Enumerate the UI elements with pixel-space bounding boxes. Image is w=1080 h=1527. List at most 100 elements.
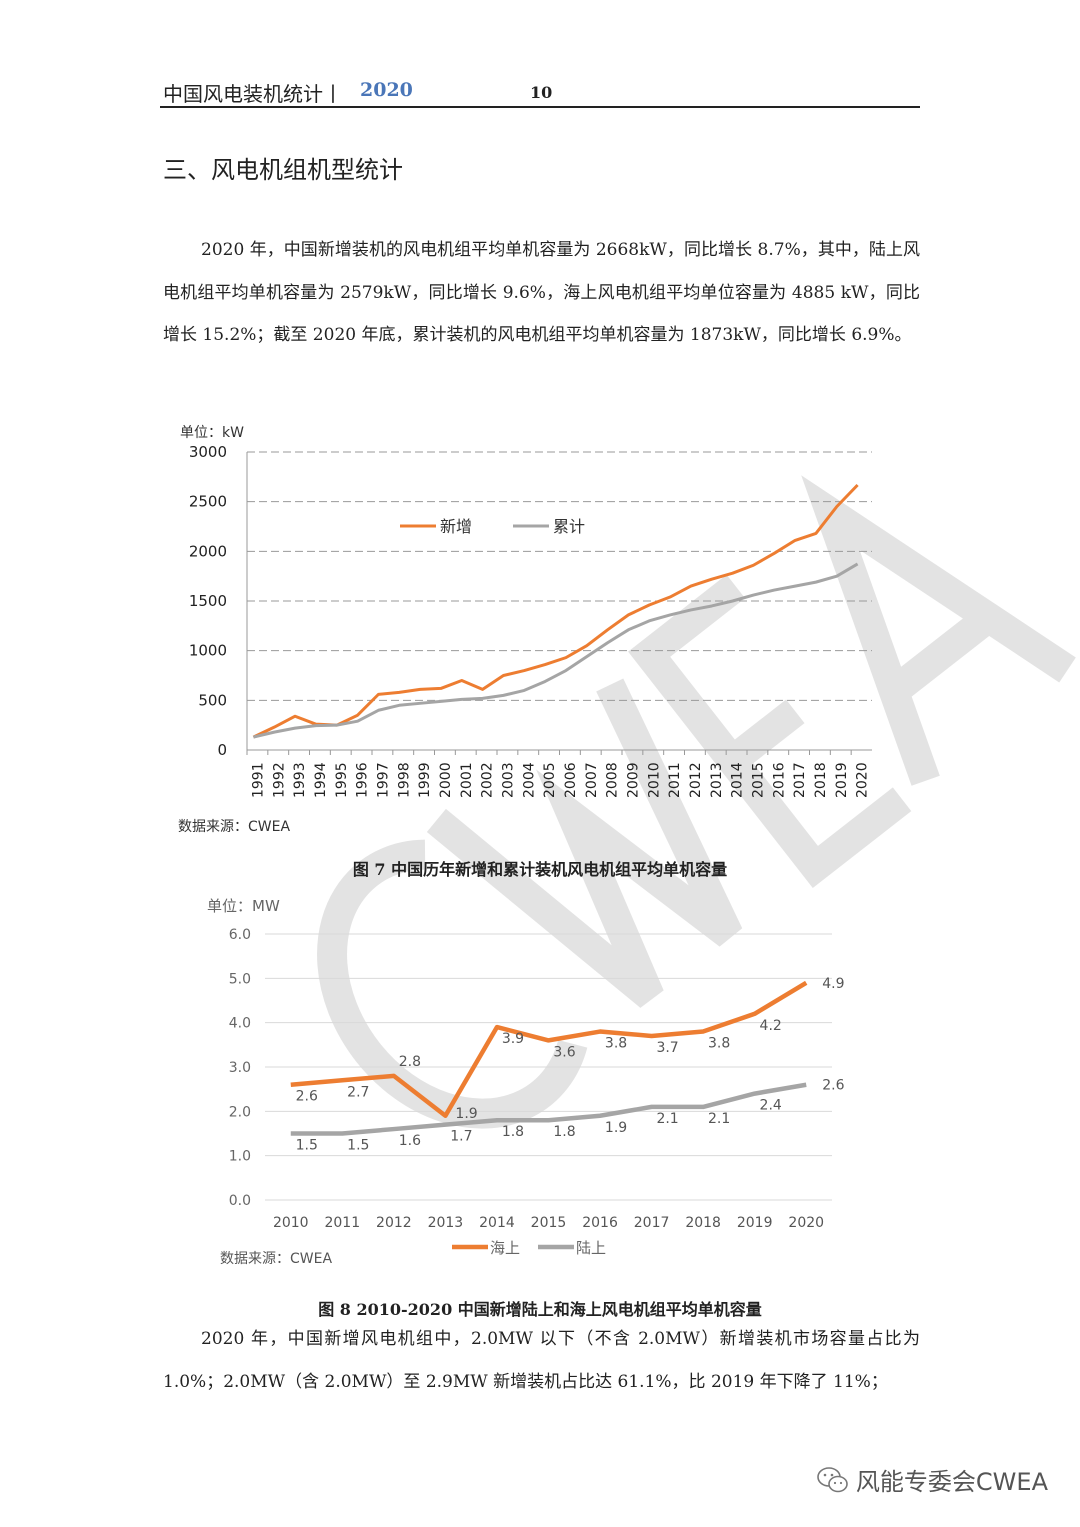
data-label: 4.9: [822, 976, 844, 992]
chart-capacity-history: 0 500 1000 1500 2000 2500 3000 1991 1992 1993 1994…: [189, 443, 872, 798]
x-tick-label: 2003: [500, 762, 516, 798]
data-label: 3.7: [656, 1040, 678, 1056]
data-label: 2.1: [656, 1111, 678, 1127]
data-label: 1.5: [296, 1138, 318, 1154]
y-tick-label: 500: [198, 691, 227, 709]
x-tick-label: 2007: [584, 762, 600, 798]
x-tick-label: 1991: [250, 762, 266, 798]
header-title: 中国风电装机统计丨: [163, 82, 343, 106]
figure-7-caption: 图 7 中国历年新增和累计装机风电机组平均单机容量: [352, 860, 728, 879]
footer-account: 风能专委会CWEA: [816, 1462, 1048, 1497]
x-tick-label: 2020: [855, 762, 871, 798]
y-tick-label: 0: [217, 741, 227, 759]
x-tick-label: 1996: [355, 762, 371, 798]
data-label: 1.8: [502, 1124, 524, 1140]
x-tick-label: 1992: [271, 762, 287, 798]
x-tick-label: 1995: [334, 762, 350, 798]
series-line-cumulative: [253, 562, 859, 739]
y-tick-label: 2000: [189, 542, 227, 560]
data-label: 2.1: [708, 1111, 730, 1127]
x-tick-label: 2019: [834, 762, 850, 798]
data-label: 1.5: [347, 1138, 369, 1154]
x-tick-label: 2014: [730, 762, 746, 798]
legend-label: 累计: [553, 517, 585, 536]
data-label: 2.7: [347, 1084, 369, 1100]
x-tick-label: 2011: [324, 1215, 360, 1231]
y-tick-label: 1.0: [229, 1149, 251, 1165]
y-tick-label: 3000: [189, 443, 227, 461]
page-number: 10: [530, 83, 553, 102]
x-tick-label: 2019: [737, 1215, 773, 1231]
y-tick-label: 1000: [189, 642, 227, 660]
figure-8-caption: 图 8 2010-2020 中国新增陆上和海上风电机组平均单机容量: [318, 1300, 762, 1319]
x-tick-label: 2013: [709, 762, 725, 798]
section-title: 三、风电机组机型统计: [163, 156, 403, 184]
chart2-unit-label: 单位：MW: [207, 897, 280, 915]
x-tick-label: 2018: [685, 1215, 721, 1231]
y-tick-label: 6.0: [229, 927, 251, 943]
x-tick-label: 2016: [582, 1215, 618, 1231]
y-tick-label: 2500: [189, 493, 227, 511]
x-tick-label: 2011: [667, 762, 683, 798]
x-tick-label: 2013: [428, 1215, 464, 1231]
x-tick-label: 2002: [480, 762, 496, 798]
x-tick-label: 2015: [531, 1215, 567, 1231]
wechat-icon: [817, 1466, 848, 1492]
y-tick-label: 4.0: [229, 1016, 251, 1032]
data-label: 2.8: [399, 1054, 421, 1070]
legend-label: 海上: [490, 1239, 520, 1257]
x-tick-label: 2020: [788, 1215, 824, 1231]
series-line-onshore: [290, 1082, 807, 1136]
chart2-source: 数据来源：CWEA: [220, 1251, 333, 1267]
data-label: 3.8: [708, 1036, 730, 1052]
x-tick-label: 2017: [792, 762, 808, 798]
x-tick-label: 2017: [634, 1215, 670, 1231]
data-label: 3.9: [502, 1031, 524, 1047]
chart-onshore-offshore: 0.0 1.0 2.0 3.0 4.0 5.0 6.0 2010 2011 2012 2013 201…: [229, 927, 845, 1257]
x-tick-label: 2010: [646, 762, 662, 798]
y-tick-label: 5.0: [229, 971, 251, 987]
x-tick-label: 2004: [521, 762, 537, 798]
footer-text: 风能专委会CWEA: [855, 1468, 1048, 1496]
data-label: 1.7: [450, 1129, 472, 1145]
x-tick-label: 2010: [273, 1215, 309, 1231]
y-tick-label: 1500: [189, 592, 227, 610]
legend-label: 新增: [440, 517, 472, 536]
header-divider: [160, 106, 920, 108]
x-tick-label: 2016: [771, 762, 787, 798]
y-tick-label: 3.0: [229, 1060, 251, 1076]
data-label: 4.2: [760, 1018, 782, 1034]
paragraph-2: 2020 年，中国新增风电机组中，2.0MW 以下（不含 2.0MW）新增装机市…: [163, 1329, 920, 1392]
data-label: 3.6: [553, 1044, 575, 1060]
series-line-offshore: [290, 980, 808, 1119]
x-tick-label: 1997: [375, 762, 391, 798]
data-label: 2.4: [760, 1098, 782, 1114]
y-tick-label: 0.0: [229, 1193, 251, 1209]
data-label: 2.6: [822, 1078, 844, 1094]
chart1-unit-label: 单位：kW: [180, 425, 244, 441]
x-tick-label: 2000: [438, 762, 454, 798]
y-tick-label: 2.0: [229, 1104, 251, 1120]
x-tick-label: 2018: [813, 762, 829, 798]
legend-label: 陆上: [576, 1239, 606, 1257]
x-tick-label: 2012: [688, 762, 704, 798]
x-tick-label: 2015: [750, 762, 766, 798]
data-label: 1.6: [399, 1133, 421, 1149]
data-label: 1.8: [553, 1124, 575, 1140]
x-tick-label: 2006: [563, 762, 579, 798]
x-tick-label: 2009: [625, 762, 641, 798]
x-tick-label: 2005: [542, 762, 558, 798]
x-tick-label: 1994: [313, 762, 329, 798]
data-label: 1.9: [605, 1120, 627, 1136]
x-tick-label: 2014: [479, 1215, 515, 1231]
paragraph-1: 2020 年，中国新增装机的风电机组平均单机容量为 2668kW，同比增长 8.…: [163, 240, 920, 345]
x-tick-label: 1999: [417, 762, 433, 798]
series-line-new: [252, 483, 859, 739]
data-label: 3.8: [605, 1036, 627, 1052]
header-year: 2020: [360, 79, 413, 101]
x-tick-label: 1998: [396, 762, 412, 798]
x-tick-label: 1993: [292, 762, 308, 798]
data-label: 1.9: [455, 1106, 477, 1122]
x-tick-label: 2012: [376, 1215, 412, 1231]
